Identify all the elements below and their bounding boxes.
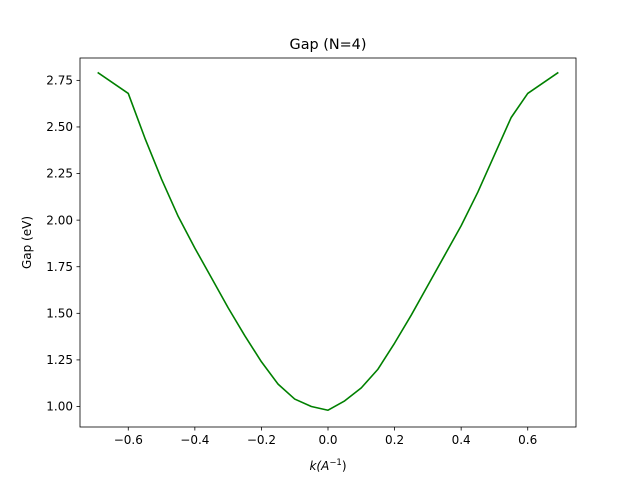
x-tick-label: 0.4 (452, 433, 471, 447)
y-tick-label: 2.00 (46, 213, 73, 227)
x-tick-label: 0.0 (318, 433, 337, 447)
y-axis-label: Gap (eV) (20, 216, 34, 269)
y-tick-label: 2.50 (46, 120, 73, 134)
y-tick-label: 2.25 (46, 167, 73, 181)
y-tick-label: 1.50 (46, 307, 73, 321)
x-tick-label: −0.2 (247, 433, 276, 447)
x-axis-label: k(A−1) (309, 458, 346, 473)
y-axis-ticks: 1.00 1.25 1.50 1.75 2.00 2.25 2.50 2.75 (46, 74, 80, 414)
y-tick-label: 2.75 (46, 74, 73, 88)
x-axis-label-base: k(A (309, 459, 329, 473)
y-tick-label: 1.75 (46, 260, 73, 274)
x-tick-label: −0.4 (180, 433, 209, 447)
y-tick-label: 1.25 (46, 353, 73, 367)
x-axis-ticks: −0.6 −0.4 −0.2 0.0 0.2 0.4 0.6 (114, 427, 537, 447)
y-tick-label: 1.00 (46, 400, 73, 414)
x-tick-label: 0.6 (518, 433, 537, 447)
chart-title: Gap (N=4) (290, 37, 367, 53)
x-tick-label: 0.2 (385, 433, 404, 447)
x-axis-label-sup: −1 (329, 458, 342, 468)
plot-marks (97, 71, 559, 412)
series-line-0 (97, 71, 559, 412)
x-tick-label: −0.6 (114, 433, 143, 447)
x-axis-label-close: ) (342, 459, 347, 473)
